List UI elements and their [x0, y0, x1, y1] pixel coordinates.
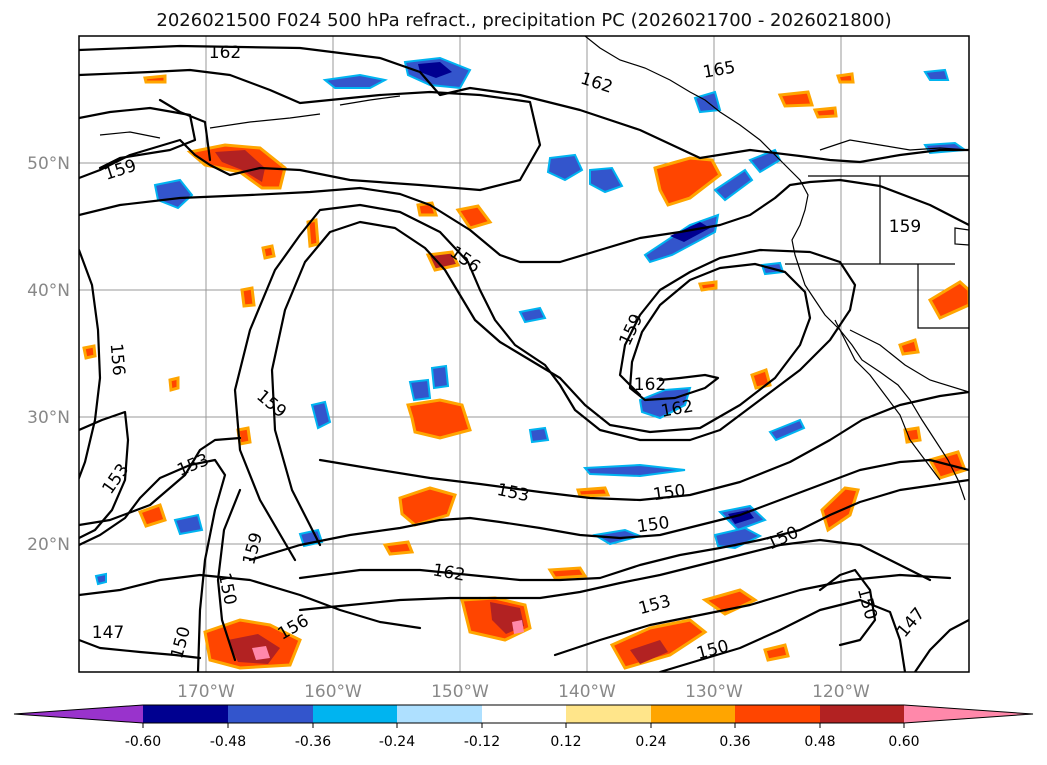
colorbar-segment — [735, 705, 820, 723]
longitude-label: 160°W — [304, 682, 362, 702]
latitude-label: 30°N — [27, 408, 70, 428]
map-frame — [78, 35, 970, 673]
colorbar-segment — [228, 705, 313, 723]
contour-label: 156 — [106, 343, 129, 377]
coastlines — [99, 36, 969, 501]
colorbar: -0.60 -0.48 -0.36 -0.24 -0.12 0.12 0.24 … — [13, 704, 1034, 750]
colorbar-segment — [651, 705, 735, 723]
colorbar-tick-label: -0.60 — [125, 734, 161, 750]
contour-label: 150 — [652, 481, 687, 505]
colorbar-tick-label: -0.12 — [464, 734, 500, 750]
colorbar-segment — [820, 705, 904, 723]
latitude-label: 40°N — [27, 281, 70, 301]
map-title: 2026021500 F024 500 hPa refract., precip… — [156, 10, 891, 31]
map-panel: 162 162 165 159 156 159 156 159 162 162 … — [78, 35, 970, 673]
colorbar-segment — [313, 705, 397, 723]
longitude-label: 140°W — [558, 682, 616, 702]
refractivity-contours — [79, 44, 969, 672]
colorbar-segment — [482, 705, 566, 723]
colorbar-tick-label: 0.48 — [804, 734, 835, 750]
longitude-axis: 170°W 160°W 150°W 140°W 130°W 120°W — [177, 682, 870, 702]
longitude-label: 130°W — [685, 682, 743, 702]
latitude-axis: 50°N 40°N 30°N 20°N — [27, 154, 70, 555]
colorbar-segment — [397, 705, 482, 723]
colorbar-extend-high — [904, 705, 1033, 723]
contour-label: 147 — [92, 623, 124, 643]
map-background — [79, 36, 969, 672]
colorbar-segment — [566, 705, 651, 723]
colorbar-tick-label: 0.12 — [550, 734, 581, 750]
colorbar-segment — [143, 705, 228, 723]
colorbar-tick-label: 0.60 — [888, 734, 919, 750]
graticule — [79, 36, 969, 672]
colorbar-tick-label: -0.24 — [379, 734, 415, 750]
longitude-label: 150°W — [431, 682, 489, 702]
contour-label: 159 — [889, 217, 921, 237]
longitude-label: 170°W — [177, 682, 235, 702]
precipitation-shading — [82, 56, 969, 670]
contour-label: 162 — [634, 375, 666, 395]
colorbar-tick-label: 0.36 — [719, 734, 750, 750]
colorbar-tick-label: -0.36 — [295, 734, 331, 750]
contour-label: 150 — [636, 513, 671, 537]
colorbar-tick-label: -0.48 — [210, 734, 246, 750]
contour-label: 162 — [209, 43, 241, 63]
latitude-label: 50°N — [27, 154, 70, 174]
longitude-label: 120°W — [812, 682, 870, 702]
colorbar-tick-label: 0.24 — [635, 734, 666, 750]
latitude-label: 20°N — [27, 535, 70, 555]
colorbar-extend-low — [14, 705, 143, 723]
